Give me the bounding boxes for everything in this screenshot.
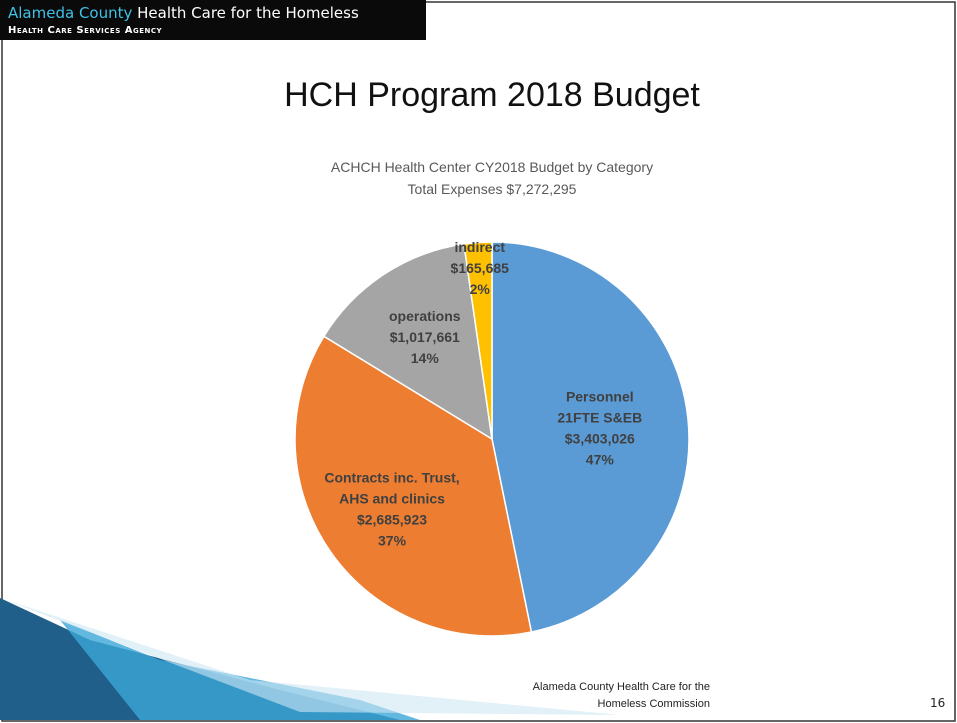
header-bar: [0, 0, 426, 40]
header-agency: Health Care Services Agency: [8, 25, 162, 36]
pie-slice: [294, 335, 533, 637]
data-label: 2%: [470, 281, 491, 297]
data-label: operations: [389, 308, 461, 324]
header-org: Alameda County Health Care for the Homel…: [8, 4, 359, 22]
page-number: 16: [930, 696, 945, 710]
data-label: 14%: [411, 350, 440, 366]
pie: Personnel 21FTE S&EB $3,403,026 47% Contract…: [294, 239, 690, 637]
data-label: 37%: [378, 533, 407, 549]
slide-title: HCH Program 2018 Budget: [284, 76, 700, 114]
decor-swoosh-fade: [0, 598, 620, 715]
data-label: 47%: [586, 452, 615, 468]
header-highlight: Alameda County: [8, 4, 132, 22]
data-label: $2,685,923: [357, 512, 427, 528]
footer-line: Alameda County Health Care for the: [533, 681, 710, 693]
pie-slice: [463, 241, 493, 440]
data-label: indirect: [454, 239, 505, 255]
chart-title: ACHCH Health Center CY2018 Budget by Cat…: [331, 159, 653, 175]
data-label: Personnel: [566, 389, 634, 405]
header-rest: Health Care for the Homeless: [137, 4, 359, 22]
data-label: $1,017,661: [390, 329, 460, 345]
pie-slice: [322, 243, 493, 441]
chart-subtitle: Total Expenses $7,272,295: [408, 181, 577, 197]
decor-swoosh: [0, 598, 400, 720]
pie-slice: [491, 241, 690, 633]
data-label: $165,685: [451, 260, 510, 276]
data-label: $3,403,026: [565, 431, 635, 447]
footer-line: Homeless Commission: [598, 698, 710, 710]
data-label: Contracts inc. Trust,: [324, 470, 459, 486]
data-label: 21FTE S&EB: [557, 410, 642, 426]
data-label: AHS and clinics: [339, 491, 445, 507]
